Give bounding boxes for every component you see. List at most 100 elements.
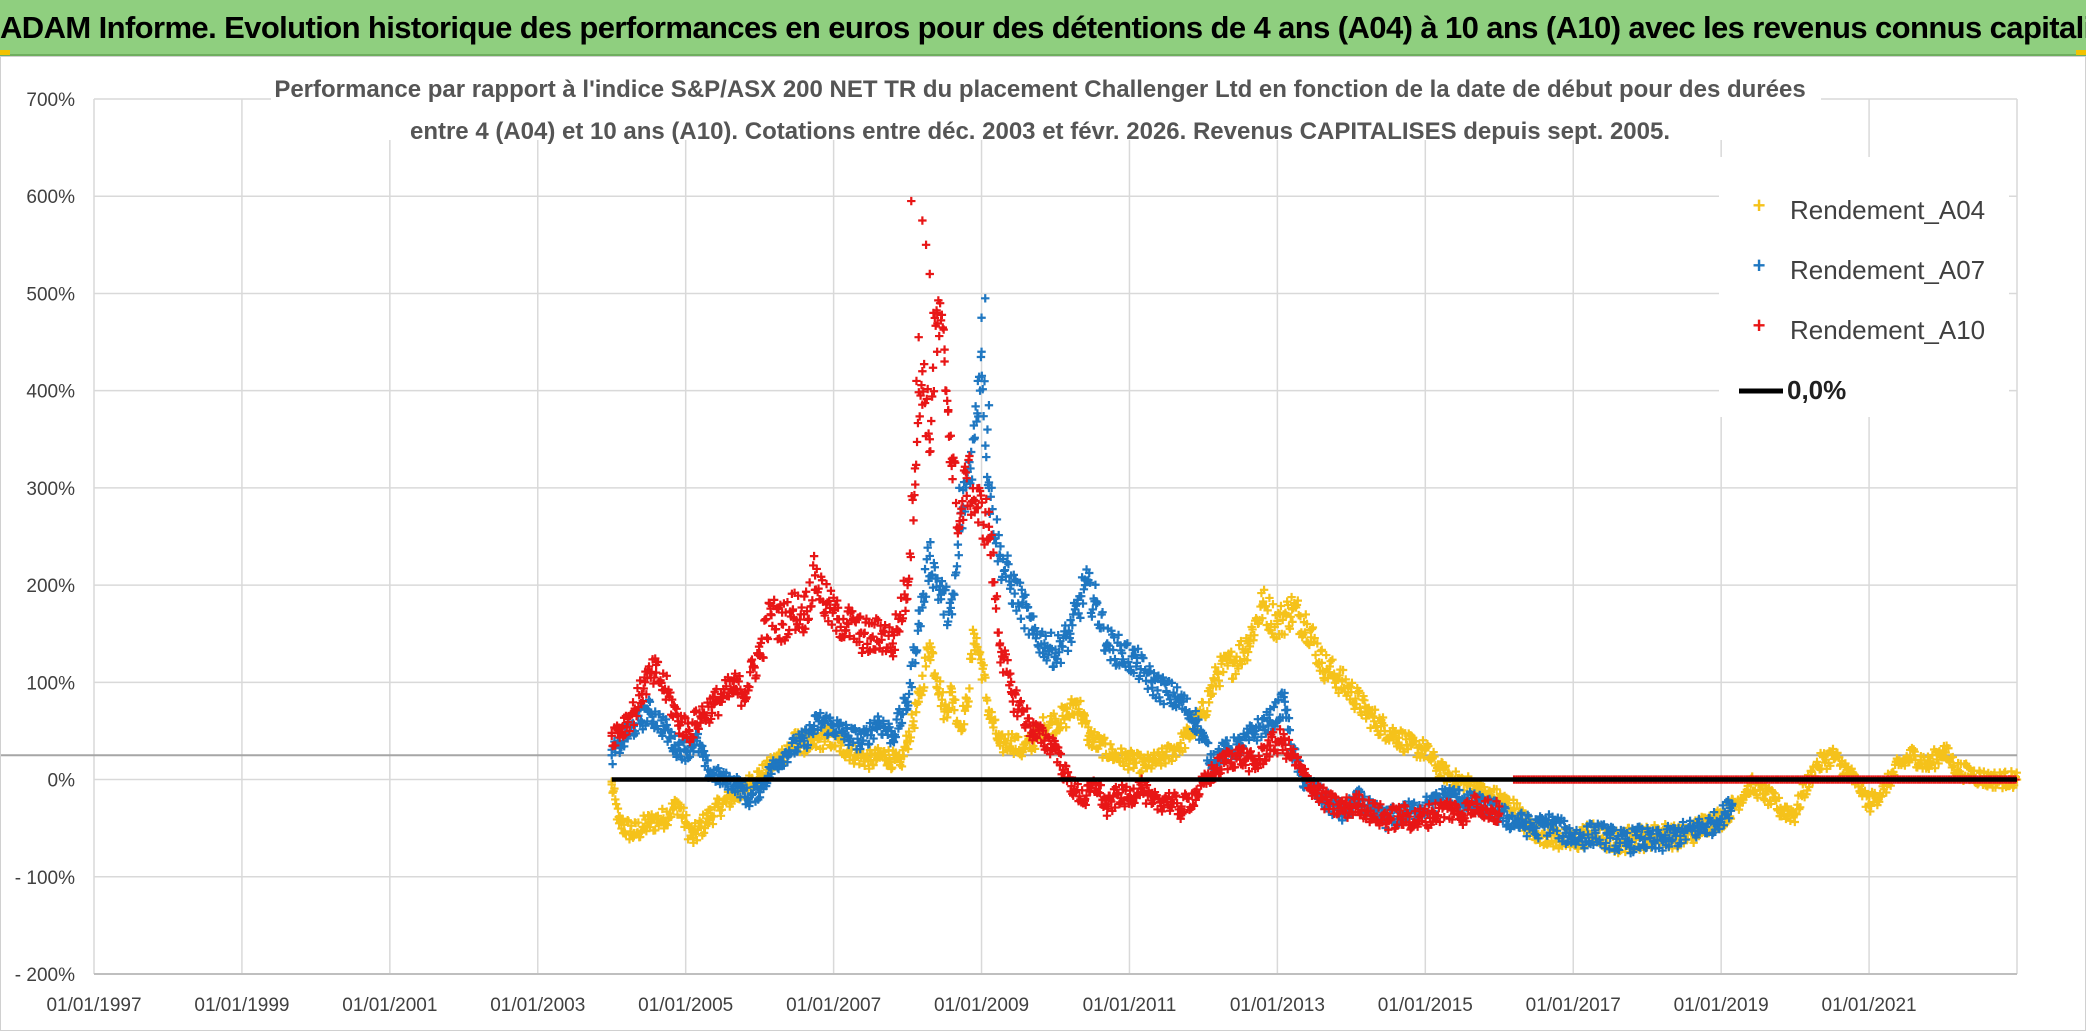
data-point — [817, 576, 827, 585]
data-point — [1949, 761, 1958, 770]
report-header: ADAM Informe. Evolution historique des p… — [0, 0, 2086, 56]
data-point — [628, 698, 638, 707]
data-point — [1231, 669, 1240, 679]
data-point — [679, 803, 688, 813]
data-point — [1658, 846, 1667, 855]
data-point — [1068, 620, 1077, 630]
data-point — [1395, 806, 1405, 815]
data-point — [1207, 681, 1216, 690]
data-point — [1813, 760, 1822, 770]
data-point — [1209, 749, 1218, 759]
data-point — [1547, 836, 1556, 846]
data-point — [800, 592, 809, 601]
data-point — [944, 405, 953, 415]
data-point — [1807, 767, 1816, 777]
data-point — [982, 494, 991, 504]
data-point — [1265, 741, 1275, 750]
data-point — [1069, 610, 1078, 619]
data-point — [907, 710, 916, 719]
data-point — [1161, 759, 1170, 768]
data-point — [640, 678, 650, 687]
data-point — [951, 695, 960, 705]
data-point — [1650, 838, 1659, 847]
data-point — [1029, 612, 1038, 621]
data-point — [629, 828, 639, 838]
data-point — [1934, 759, 1943, 768]
data-point — [755, 793, 765, 802]
data-point — [979, 520, 988, 530]
data-point — [1483, 795, 1492, 804]
data-point — [1689, 838, 1698, 847]
data-point — [936, 590, 946, 600]
data-point — [1361, 707, 1371, 716]
data-point — [1274, 695, 1283, 705]
data-point — [855, 760, 864, 769]
data-point — [1110, 803, 1120, 812]
data-point — [1009, 570, 1018, 580]
data-point — [1029, 629, 1038, 638]
data-point — [962, 473, 971, 483]
data-point — [1095, 741, 1105, 750]
data-point — [1016, 614, 1026, 623]
data-point — [1376, 730, 1385, 739]
data-point — [1495, 802, 1504, 811]
data-point — [967, 475, 977, 484]
data-point — [1189, 801, 1199, 811]
data-point — [1428, 809, 1437, 818]
data-point — [1159, 699, 1168, 709]
data-point — [984, 507, 994, 517]
data-point — [1561, 828, 1571, 838]
data-point — [950, 705, 959, 715]
header-corner-right — [2076, 50, 2086, 55]
x-tick-label: 01/01/1997 — [46, 995, 141, 1016]
data-point — [1766, 799, 1776, 809]
data-point — [1492, 797, 1501, 806]
data-point — [1923, 752, 1933, 761]
data-point — [993, 557, 1003, 566]
data-point — [942, 582, 951, 591]
data-point — [1083, 735, 1092, 745]
data-point — [833, 603, 843, 612]
data-point — [1774, 793, 1784, 803]
data-point — [1004, 559, 1013, 569]
data-point — [1502, 814, 1511, 823]
data-point — [1003, 551, 1012, 560]
data-point — [844, 619, 853, 629]
data-point — [1239, 744, 1248, 753]
data-point — [1350, 795, 1359, 804]
y-tick-label: 100% — [26, 673, 75, 694]
data-point — [1085, 578, 1095, 587]
data-point — [991, 539, 1001, 548]
data-point — [681, 819, 690, 828]
x-tick-label: 01/01/2011 — [1083, 995, 1177, 1016]
chart-frame: - 200% - 100% 0% 100% 200% 300% 400% 500% 600% 70… — [0, 56, 2086, 1031]
chart-title-background — [271, 64, 1821, 140]
data-point — [1761, 789, 1770, 799]
data-point — [1293, 752, 1302, 762]
data-point — [1369, 717, 1379, 726]
data-point — [1125, 794, 1134, 804]
data-point — [982, 452, 991, 462]
data-point — [907, 682, 916, 692]
data-point — [899, 752, 908, 761]
data-point — [659, 814, 668, 823]
data-point — [904, 689, 914, 699]
data-point — [1088, 605, 1097, 614]
data-point — [1591, 828, 1600, 838]
data-point — [642, 690, 651, 699]
data-point — [848, 607, 857, 616]
data-point — [900, 590, 909, 599]
data-point — [906, 552, 916, 562]
data-point — [666, 812, 676, 822]
data-point — [1228, 674, 1238, 683]
data-point — [1281, 740, 1290, 750]
data-point — [1276, 736, 1286, 745]
data-point — [859, 736, 868, 745]
data-point — [1029, 726, 1038, 736]
data-point — [788, 605, 798, 614]
data-point — [919, 597, 929, 607]
data-point — [1184, 731, 1193, 741]
data-point — [943, 396, 952, 406]
data-point — [1278, 745, 1287, 755]
data-point — [1066, 629, 1075, 638]
